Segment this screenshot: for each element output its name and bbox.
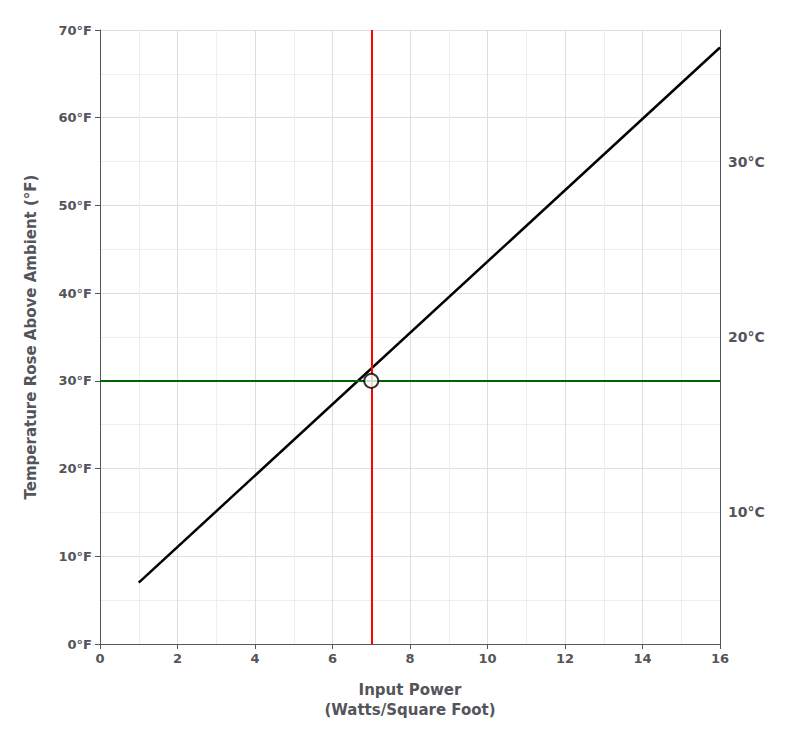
svg-text:4: 4	[250, 651, 259, 666]
svg-text:60°F: 60°F	[59, 110, 92, 125]
svg-text:30°C: 30°C	[728, 154, 765, 170]
svg-text:70°F: 70°F	[59, 23, 92, 38]
svg-text:12: 12	[556, 651, 574, 666]
svg-text:0: 0	[95, 651, 104, 666]
svg-text:6: 6	[328, 651, 337, 666]
svg-text:16: 16	[711, 651, 729, 666]
svg-text:20°F: 20°F	[59, 461, 92, 476]
svg-text:10°F: 10°F	[59, 549, 92, 564]
svg-text:40°F: 40°F	[59, 286, 92, 301]
svg-text:10: 10	[478, 651, 496, 666]
svg-text:30°F: 30°F	[59, 373, 92, 388]
svg-text:20°C: 20°C	[728, 329, 765, 345]
svg-text:Input Power: Input Power	[359, 681, 462, 699]
svg-text:(Watts/Square Foot): (Watts/Square Foot)	[324, 701, 495, 719]
svg-text:2: 2	[173, 651, 182, 666]
svg-text:8: 8	[405, 651, 414, 666]
svg-text:50°F: 50°F	[59, 198, 92, 213]
svg-text:14: 14	[633, 651, 651, 666]
svg-text:0°F: 0°F	[68, 637, 92, 652]
svg-text:Temperature Rose Above Ambient: Temperature Rose Above Ambient (°F)	[22, 175, 40, 500]
svg-text:10°C: 10°C	[728, 504, 765, 520]
